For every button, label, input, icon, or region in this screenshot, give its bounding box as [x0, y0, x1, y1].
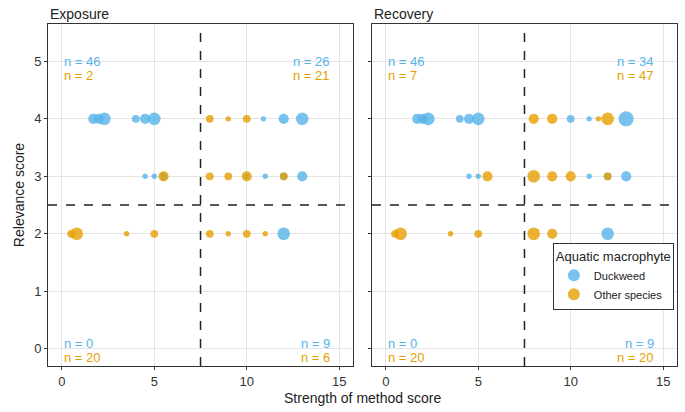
- svg-text:1: 1: [34, 284, 41, 299]
- svg-text:n = 46: n = 46: [388, 54, 425, 69]
- svg-text:15: 15: [656, 374, 670, 389]
- svg-text:n = 9: n = 9: [301, 336, 330, 351]
- svg-text:0: 0: [34, 341, 41, 356]
- svg-text:0: 0: [382, 374, 389, 389]
- svg-text:2: 2: [34, 226, 41, 241]
- svg-text:Recovery: Recovery: [374, 6, 433, 22]
- svg-text:5: 5: [475, 374, 482, 389]
- svg-text:n = 6: n = 6: [301, 350, 330, 365]
- svg-text:n = 7: n = 7: [388, 68, 417, 83]
- svg-text:n = 46: n = 46: [64, 54, 101, 69]
- svg-text:4: 4: [34, 111, 41, 126]
- svg-text:n = 26: n = 26: [293, 54, 330, 69]
- svg-text:5: 5: [151, 374, 158, 389]
- svg-text:10: 10: [240, 374, 254, 389]
- svg-text:10: 10: [563, 374, 577, 389]
- svg-text:5: 5: [34, 54, 41, 69]
- svg-text:3: 3: [34, 169, 41, 184]
- svg-text:n = 47: n = 47: [617, 68, 654, 83]
- svg-text:15: 15: [332, 374, 346, 389]
- svg-text:Relevance score: Relevance score: [11, 143, 27, 247]
- svg-text:n = 9: n = 9: [625, 336, 654, 351]
- svg-text:n = 20: n = 20: [64, 350, 101, 365]
- svg-text:n = 34: n = 34: [617, 54, 654, 69]
- svg-text:n = 20: n = 20: [388, 350, 425, 365]
- svg-text:Exposure: Exposure: [50, 6, 109, 22]
- svg-text:Other species: Other species: [594, 289, 662, 301]
- svg-text:Strength of method score: Strength of method score: [284, 390, 441, 406]
- svg-text:Aquatic macrophyte: Aquatic macrophyte: [556, 249, 671, 264]
- svg-text:Duckweed: Duckweed: [594, 270, 645, 282]
- svg-text:n = 0: n = 0: [64, 336, 93, 351]
- svg-text:n = 0: n = 0: [388, 336, 417, 351]
- svg-text:n = 2: n = 2: [64, 68, 93, 83]
- svg-text:0: 0: [58, 374, 65, 389]
- svg-text:n = 21: n = 21: [293, 68, 330, 83]
- svg-text:n = 20: n = 20: [617, 350, 654, 365]
